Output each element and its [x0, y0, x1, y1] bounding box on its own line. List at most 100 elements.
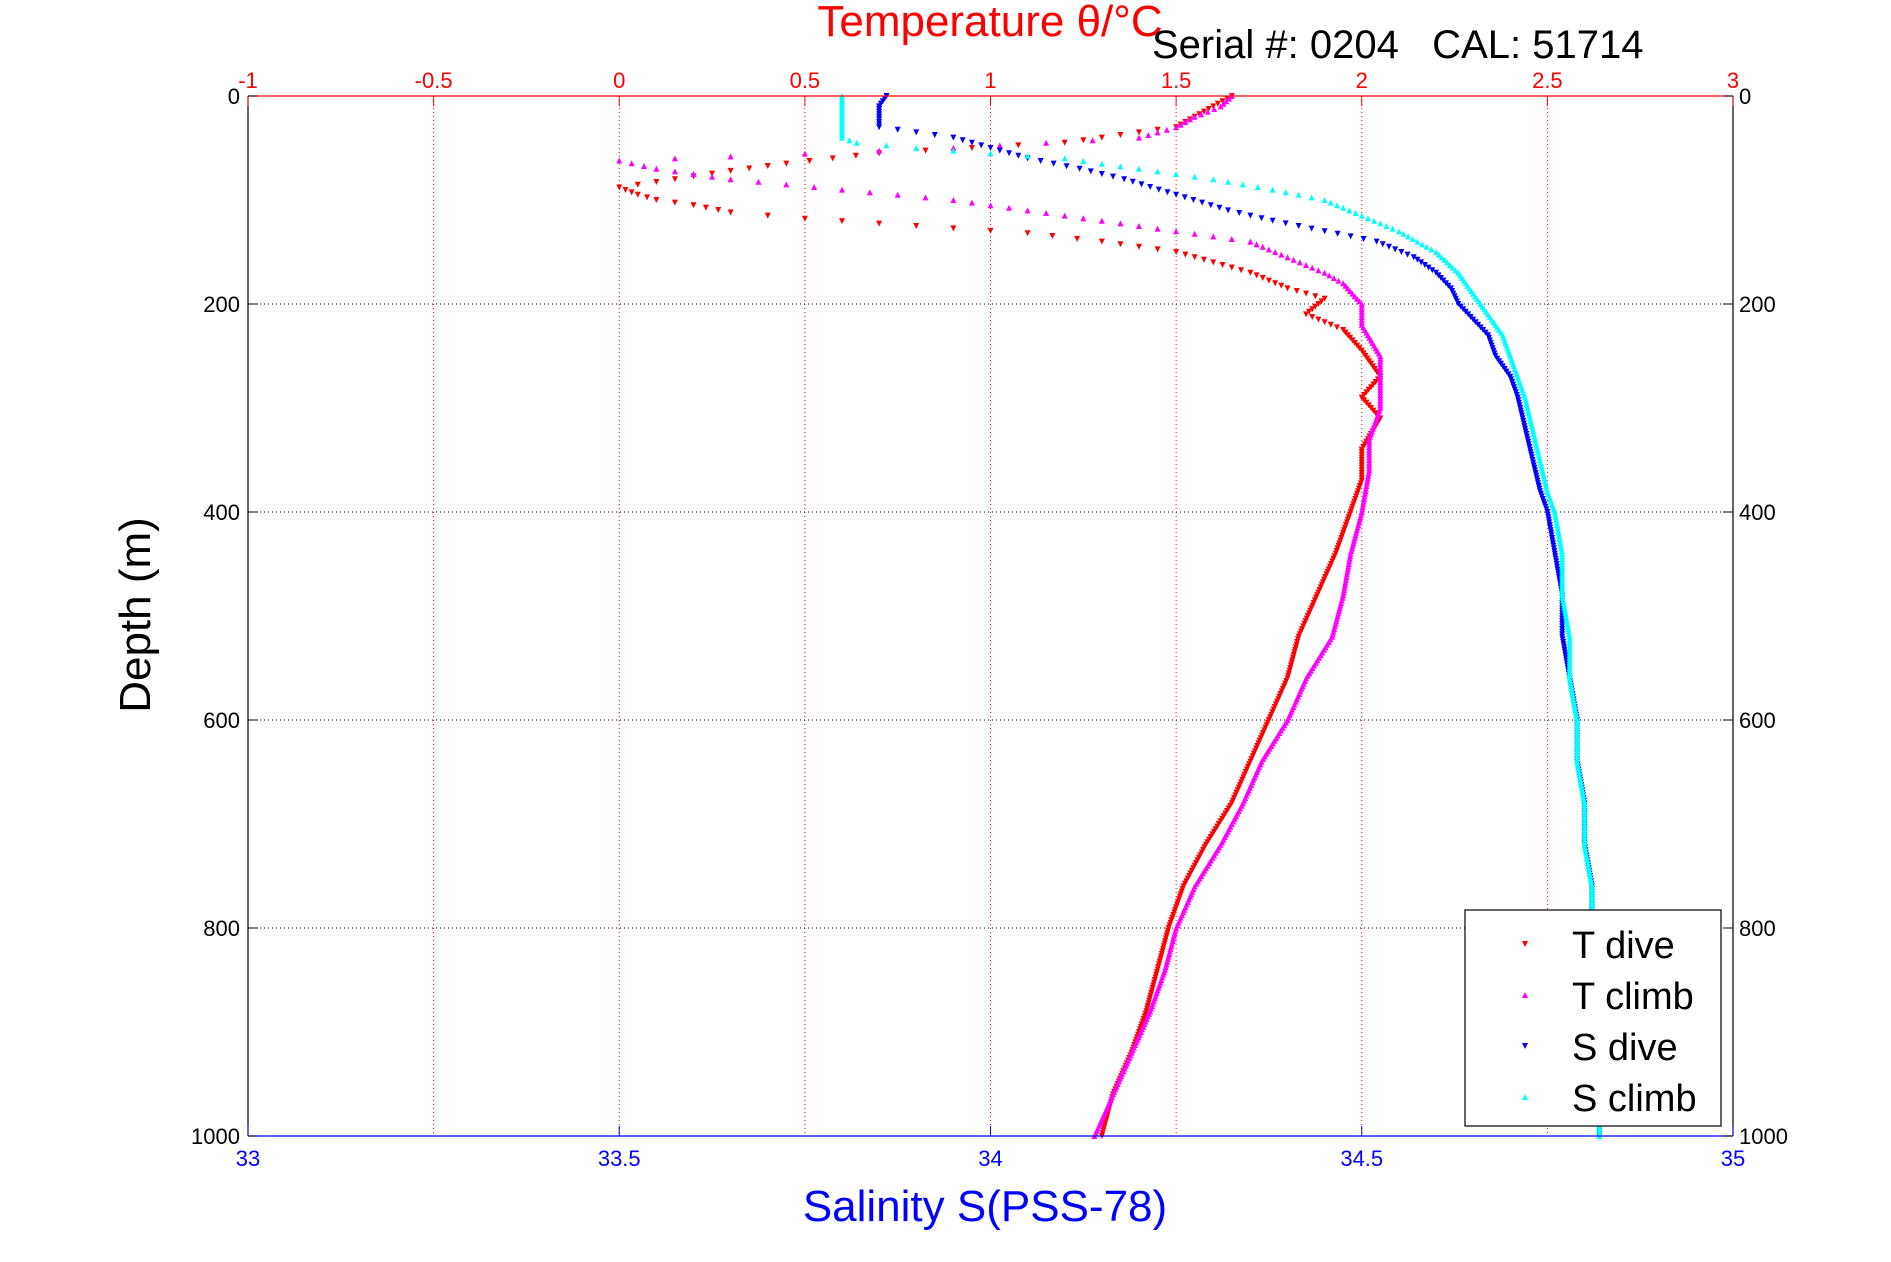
data-point — [1121, 176, 1128, 183]
data-point — [1087, 168, 1094, 175]
data-point — [1308, 194, 1315, 201]
data-point — [1247, 269, 1254, 276]
series-t-climb — [616, 93, 1384, 1139]
legend-label: T dive — [1572, 925, 1675, 967]
data-point — [1554, 522, 1561, 528]
data-point — [628, 160, 635, 167]
data-point — [866, 189, 873, 196]
data-point — [1373, 238, 1380, 245]
data-point — [1352, 210, 1359, 216]
legend: T dive T climb S dive S climb — [1464, 909, 1722, 1127]
data-point — [1344, 568, 1351, 575]
data-point — [653, 197, 660, 203]
data-point — [1155, 186, 1162, 193]
data-point — [1217, 103, 1224, 110]
data-point — [1583, 854, 1590, 861]
data-point — [1330, 275, 1337, 281]
serial-cal-label: Serial #: 0204 CAL: 51714 — [1152, 23, 1643, 67]
data-point — [1346, 207, 1353, 214]
data-point — [1342, 581, 1349, 588]
x-bottom-tick-label: 34 — [978, 1146, 1002, 1171]
data-point — [1560, 597, 1567, 604]
data-point — [1136, 165, 1142, 172]
data-point — [1572, 706, 1579, 713]
data-point — [1346, 558, 1353, 565]
data-point — [1572, 709, 1579, 716]
data-point — [1359, 503, 1366, 510]
data-point — [1584, 860, 1591, 866]
data-point — [1164, 189, 1171, 196]
data-point — [1327, 321, 1334, 328]
y-left-tick-label: 400 — [203, 500, 240, 525]
data-point — [746, 165, 753, 172]
data-point — [727, 153, 734, 160]
data-point — [1553, 516, 1560, 523]
data-point — [1259, 275, 1266, 281]
data-point — [1049, 233, 1056, 240]
data-point — [1080, 215, 1087, 222]
y-right-tick-label: 200 — [1739, 292, 1776, 317]
data-point — [1295, 191, 1302, 198]
data-point — [1309, 306, 1316, 313]
data-point — [1347, 553, 1354, 560]
data-point — [1383, 223, 1390, 229]
y-left-tick-label: 1000 — [191, 1124, 240, 1149]
data-point — [1377, 220, 1384, 227]
data-point — [876, 124, 883, 131]
data-point — [1321, 197, 1328, 203]
x-top-tick-label: 3 — [1727, 68, 1739, 93]
y-left-tick-label: 600 — [203, 708, 240, 733]
y-axis-label: Depth (m) — [111, 517, 160, 713]
data-point — [1449, 264, 1456, 271]
data-point — [1117, 163, 1124, 170]
data-point — [1586, 867, 1593, 874]
data-point — [641, 163, 647, 170]
data-point — [1578, 782, 1585, 788]
data-point — [1346, 555, 1353, 562]
data-point — [1247, 212, 1254, 219]
data-point — [1573, 714, 1580, 721]
data-point — [1569, 693, 1576, 700]
data-point — [1043, 139, 1050, 146]
data-point — [1200, 108, 1207, 115]
data-point — [1588, 880, 1595, 887]
data-point — [690, 202, 697, 209]
data-point — [1574, 758, 1581, 765]
data-point — [1210, 103, 1217, 110]
data-point — [1414, 238, 1421, 245]
data-point — [1361, 493, 1368, 500]
data-point — [1574, 761, 1581, 768]
data-point — [1173, 191, 1180, 198]
data-point — [1581, 841, 1588, 848]
data-point — [1435, 251, 1442, 258]
y-left-tick-label: 0 — [228, 84, 240, 109]
data-point — [1364, 477, 1371, 484]
legend-box — [1464, 909, 1722, 1127]
data-point — [1358, 212, 1365, 219]
data-point — [1555, 529, 1562, 536]
x-bottom-tick-label: 35 — [1721, 1146, 1745, 1171]
data-point — [913, 145, 920, 151]
data-point — [978, 142, 985, 149]
data-point — [1315, 301, 1322, 307]
data-point — [1303, 262, 1310, 268]
y-left-tick-label: 200 — [203, 292, 240, 317]
data-point — [1154, 246, 1161, 253]
data-point — [1433, 249, 1439, 255]
data-point — [1220, 100, 1227, 107]
data-point — [1181, 194, 1188, 201]
data-point — [1395, 228, 1402, 235]
data-point — [1587, 873, 1594, 879]
data-point — [1315, 316, 1322, 323]
data-point — [1410, 254, 1417, 261]
data-point — [1571, 701, 1578, 708]
legend-label: T climb — [1572, 976, 1694, 1018]
data-point — [1154, 168, 1161, 175]
data-point — [1405, 233, 1412, 240]
data-point — [628, 189, 635, 196]
data-point — [653, 165, 660, 172]
data-point — [1580, 792, 1587, 799]
data-point — [1318, 298, 1325, 305]
data-point — [622, 186, 629, 193]
data-point — [1191, 230, 1198, 237]
